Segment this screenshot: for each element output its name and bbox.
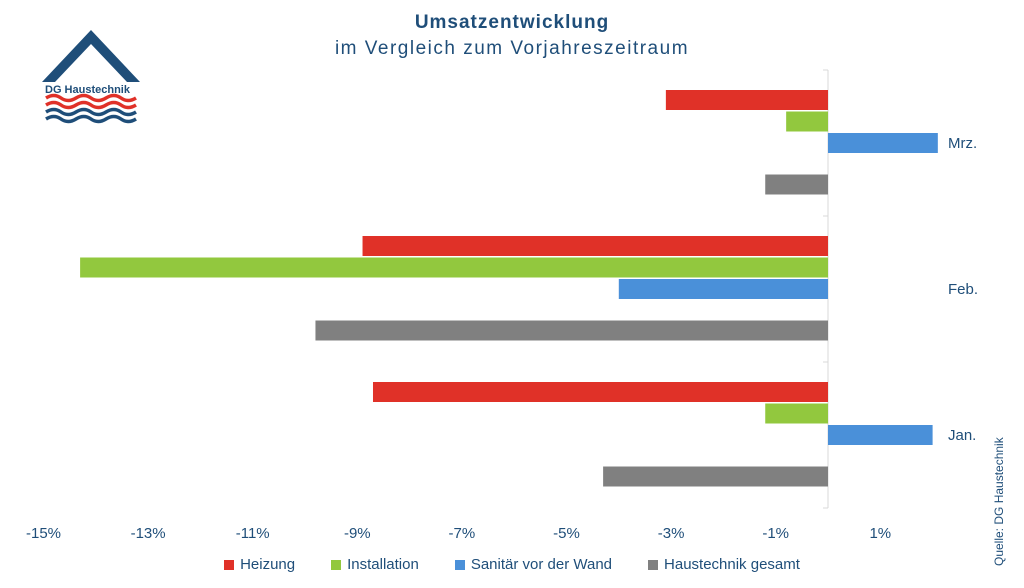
legend-item: Installation (331, 556, 419, 573)
legend-label: Heizung (240, 556, 296, 573)
x-tick-label: 1% (869, 525, 891, 542)
x-tick-label: -1% (762, 525, 789, 542)
legend-swatch (454, 559, 465, 570)
x-tick-label: -15% (26, 525, 61, 542)
bar-Mrz.-Sanitär vor der Wand (828, 133, 938, 153)
bar-Jan.-Heizung (372, 382, 828, 402)
x-tick-label: -3% (658, 525, 685, 542)
legend-label: Installation (347, 556, 419, 573)
legend-label: Haustechnik gesamt (664, 556, 800, 573)
bar-Feb.-Heizung (362, 236, 828, 256)
category-label: Jan. (948, 427, 976, 444)
x-tick-label: -11% (236, 525, 270, 542)
x-tick-label: -9% (344, 525, 371, 542)
category-label: Feb. (948, 281, 978, 298)
chart-legend: Heizung Installation Sanitär vor der Wand H… (0, 556, 1024, 573)
bar-Mrz.-Haustechnik gesamt (765, 174, 828, 195)
bar-Feb.-Haustechnik gesamt (315, 320, 829, 341)
logo-text: DG Haustechnik (45, 84, 130, 96)
bar-Mrz.-Heizung (665, 90, 828, 110)
bar-Jan.-Installation (765, 403, 828, 424)
category-label: Mrz. (948, 135, 977, 152)
bar-chart: Mrz. Feb. Jan. -15% -13% -11% -9% -7% -5% -3% -1% 1… (26, 69, 978, 542)
chart-title: Umsatzentwicklung (414, 12, 610, 33)
legend-item: Heizung (224, 556, 295, 573)
legend-label: Sanitär vor der Wand (470, 556, 613, 573)
bar-Jan.-Sanitär vor der Wand (828, 425, 933, 445)
chart-subtitle: im Vergleich zum Vorjahreszeitraum (334, 38, 690, 59)
source-note: Quelle: DG Haustechnik (992, 437, 1006, 566)
x-tick-label: -13% (131, 525, 166, 542)
bar-Feb.-Sanitär vor der Wand (618, 279, 828, 299)
x-tick-label: -7% (449, 525, 476, 542)
legend-item: Haustechnik gesamt (648, 556, 800, 573)
legend-swatch (224, 559, 235, 570)
bar-Mrz.-Installation (786, 111, 828, 132)
company-logo-icon (42, 30, 140, 124)
legend-swatch (331, 559, 342, 570)
bar-Jan.-Haustechnik gesamt (603, 466, 828, 487)
legend-swatch (648, 559, 659, 570)
legend-item: Sanitär vor der Wand (454, 556, 613, 573)
bar-Feb.-Installation (80, 257, 829, 278)
x-tick-label: -5% (553, 525, 580, 542)
